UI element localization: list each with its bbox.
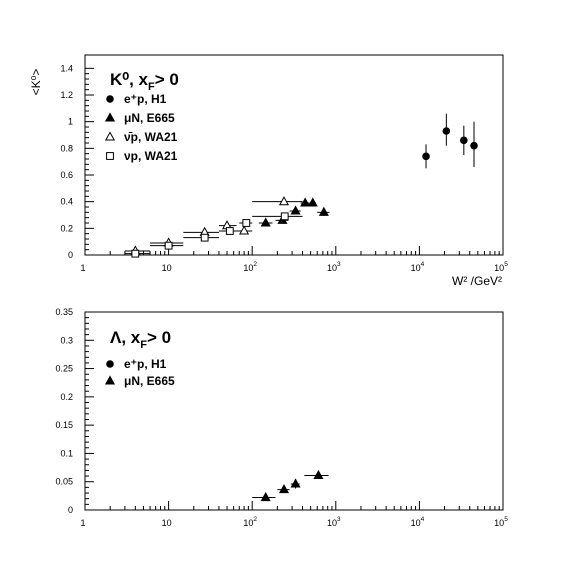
kaon-y-axis-label: <K⁰>: [29, 69, 43, 96]
legend-marker: [106, 95, 114, 103]
kaon-plot-frame: [84, 54, 504, 256]
data-point: [460, 136, 468, 145]
data-point: [239, 225, 250, 235]
legend-entry: μN, E665: [124, 374, 175, 388]
data-point: [200, 233, 209, 242]
kaon-data-marks: [124, 113, 478, 258]
x-tick-label: 10: [162, 263, 172, 273]
data-point: [313, 469, 324, 480]
legend-entry: ν̄p, WA21: [124, 130, 178, 144]
y-tick-label: 0.6: [60, 170, 73, 180]
y-tick-label: 0.15: [55, 420, 73, 430]
x-tick-label: 103: [327, 516, 341, 528]
y-tick-label: 0: [68, 250, 73, 260]
y-tick-label: 1.4: [60, 63, 73, 73]
data-point: [290, 205, 301, 215]
legend-marker: [104, 112, 116, 122]
legend-entry: μN, E665: [124, 111, 175, 125]
y-tick-label: 1.2: [60, 90, 73, 100]
x-tick-label: 104: [411, 261, 425, 273]
y-tick-label: 0.4: [60, 197, 73, 207]
legend-marker: [104, 375, 116, 385]
lambda-x-axis: 1 10 102 103 104 105: [80, 501, 508, 528]
x-tick-label: 103: [327, 261, 341, 273]
x-tick-label: 10: [162, 518, 172, 528]
data-point: [280, 212, 289, 221]
lambda-y-axis: 0 0.05 0.1 0.15 0.2 0.25 0.3 0.35: [55, 307, 94, 515]
data-point: [300, 197, 311, 207]
kaon-x-axis-label: W² /GeV²: [452, 274, 502, 288]
data-point: [470, 141, 478, 150]
lambda-plot-frame: [84, 311, 504, 511]
data-point: [225, 227, 234, 235]
data-point: [278, 196, 290, 206]
kaon-y-axis: 0 0.2 0.4 0.6 0.8 1 1.2 1.4: [60, 63, 94, 260]
data-point: [278, 484, 290, 494]
lambda-legend-title: Λ, xF> 0: [110, 328, 171, 351]
x-tick-label: 102: [243, 261, 257, 273]
y-tick-label: 0.05: [55, 477, 73, 487]
data-point: [422, 152, 430, 161]
y-tick-label: 0.2: [60, 392, 73, 402]
data-point: [131, 249, 140, 258]
data-point: [260, 491, 271, 502]
legend-entry: e⁺p, H1: [124, 92, 167, 106]
x-tick-label: 104: [411, 516, 425, 528]
data-point: [260, 217, 271, 227]
legend-marker: [104, 131, 116, 141]
y-tick-label: 1: [68, 117, 73, 127]
lambda-data-marks: [252, 469, 329, 502]
y-tick-label: 0.35: [55, 307, 73, 317]
y-tick-label: 0.25: [55, 364, 73, 374]
kaon-legend-title: K⁰, xF> 0: [110, 70, 179, 93]
x-tick-label: 105: [494, 516, 508, 528]
data-point: [290, 478, 301, 488]
data-point: [164, 241, 173, 250]
x-tick-label: 105: [494, 261, 508, 273]
x-tick-label: 102: [243, 516, 257, 528]
legend-marker: [106, 152, 114, 160]
data-point: [242, 219, 251, 227]
y-tick-label: 0: [68, 505, 73, 515]
y-tick-label: 0.3: [60, 335, 73, 345]
y-tick-label: 0.8: [60, 143, 73, 153]
kaon-panel: 0 0.2 0.4 0.6 0.8 1 1.2 1.4 1 10 102 103 104 105 <K⁰…: [29, 54, 508, 288]
y-tick-label: 0.2: [60, 223, 73, 233]
lambda-legend: Λ, xF> 0 e⁺p, H1 μN, E665: [104, 328, 175, 388]
legend-entry: νp, WA21: [124, 149, 178, 163]
kaon-legend: K⁰, xF> 0 e⁺p, H1 μN, E665 ν̄p, WA21 νp, WA…: [104, 70, 179, 163]
x-tick-label: 1: [80, 518, 85, 528]
y-tick-label: 0.1: [60, 448, 73, 458]
lambda-panel: 00.050.10.150.20.250.30.35 1 10 102 103 104 1…: [55, 307, 508, 528]
legend-marker: [106, 360, 114, 368]
kaon-x-axis: 1 10 102 103 104 105: [80, 246, 508, 273]
x-tick-label: 1: [80, 263, 85, 273]
legend-entry: e⁺p, H1: [124, 357, 167, 371]
data-point: [307, 197, 318, 207]
data-point: [442, 127, 451, 135]
data-point: [318, 206, 329, 216]
